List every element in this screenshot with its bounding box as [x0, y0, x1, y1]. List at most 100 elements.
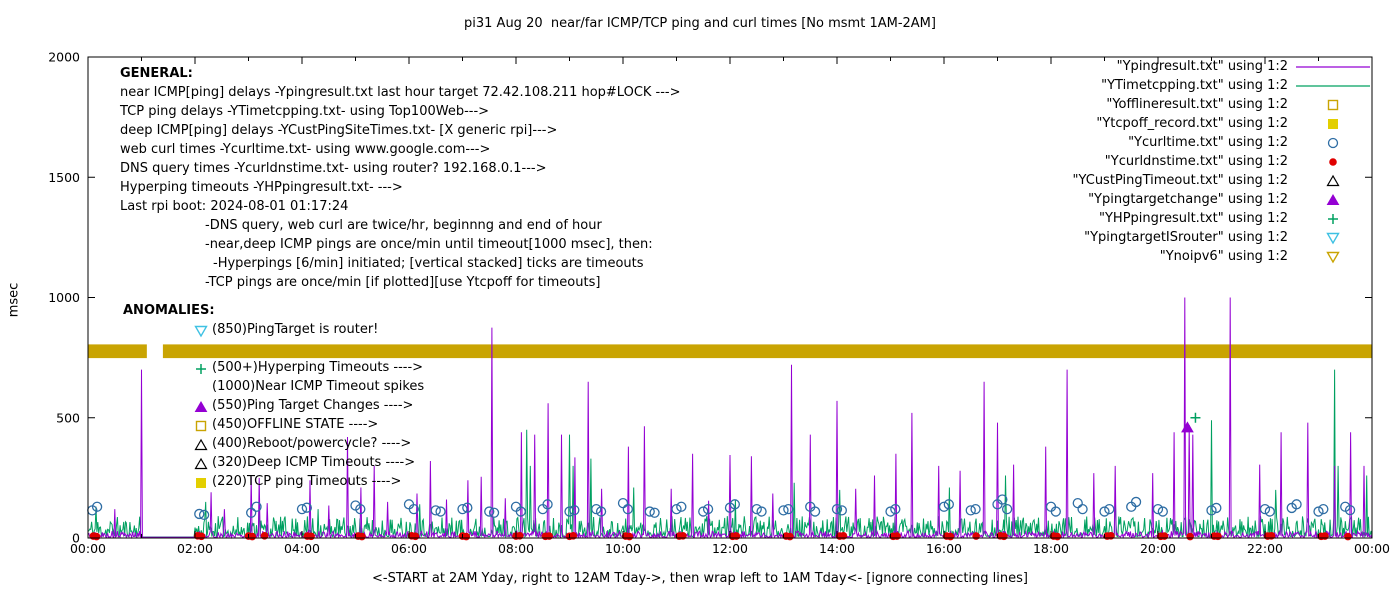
x-tick-label: 08:00 — [498, 541, 534, 556]
deep-icmp-triangle-icon — [194, 438, 208, 450]
dns-circle-icon — [786, 532, 794, 541]
curl-circle-icon — [569, 504, 580, 516]
x-tick-label: 00:00 — [1354, 541, 1390, 556]
offline-square-icon — [195, 420, 207, 431]
general-line: DNS query times -Ycurldnstime.txt- using… — [120, 161, 547, 176]
dns-circle-icon — [1329, 157, 1337, 166]
deep-icmp-triangle-icon — [194, 438, 208, 450]
target-router-triangle-icon — [194, 325, 208, 337]
anomalies-heading: ANOMALIES: — [123, 303, 215, 318]
target-router-triangle-icon — [1326, 232, 1340, 244]
curl-circle-icon — [1157, 506, 1168, 517]
legend-line-sample — [1296, 84, 1370, 87]
legend-item: "YTimetcpping.txt" using 1:2 — [1073, 76, 1372, 95]
offline-square-icon — [195, 420, 207, 431]
legend-line-sample — [1296, 65, 1370, 68]
x-tick-label: 10:00 — [605, 541, 641, 556]
general-line: -near,deep ICMP pings are once/min until… — [205, 237, 653, 252]
curl-circle-icon — [1259, 503, 1271, 515]
dns-circle-icon — [462, 532, 471, 541]
curl-circle-icon — [246, 507, 257, 518]
dns-circle-icon — [358, 532, 366, 541]
curl-circle-icon — [515, 506, 526, 517]
curl-circle-icon — [194, 508, 205, 520]
curl-circle-icon — [890, 503, 901, 515]
hyperping-plus-icon — [1328, 213, 1338, 224]
curl-circle-icon — [591, 503, 602, 515]
legend-label: "Ycurltime.txt" using 1:2 — [1128, 135, 1288, 150]
target-change-triangle-icon — [1326, 193, 1340, 205]
y-tick-label: 1000 — [48, 290, 80, 305]
y-axis-title: msec — [6, 282, 22, 318]
dns-circle-icon — [893, 532, 901, 540]
legend: "Ypingresult.txt" using 1:2 "YTimetcpping… — [1073, 57, 1372, 266]
anomaly-row: (400)Reboot/powercycle? ----> — [193, 434, 424, 453]
x-tick-label: 14:00 — [819, 541, 855, 556]
tcpoff-square-icon — [1328, 118, 1338, 129]
curl-circle-icon — [488, 507, 500, 518]
marker-spacer — [193, 378, 209, 396]
dns-circle-icon — [732, 532, 741, 540]
legend-label: "Ypingtargetchange" using 1:2 — [1088, 192, 1288, 207]
general-line: TCP ping delays -YTimetcpping.txt- using… — [120, 104, 490, 119]
curl-circle-icon — [965, 505, 976, 516]
deep-icmp-triangle-icon — [194, 457, 208, 469]
curl-circle-icon — [564, 506, 575, 517]
curl-circle-icon — [1099, 506, 1110, 517]
anomaly-label: (320)Deep ICMP Timeouts ----> — [212, 455, 416, 470]
curl-circle-icon — [617, 497, 629, 509]
curl-circle-icon — [1104, 503, 1115, 515]
dns-circle-icon — [545, 532, 553, 540]
curl-circle-icon — [756, 506, 767, 517]
dns-circle-icon — [1321, 532, 1329, 540]
dns-circle-icon — [92, 532, 101, 541]
curl-circle-icon — [649, 507, 660, 518]
y-tick-label: 1500 — [48, 170, 80, 185]
target-router-triangle-icon — [194, 325, 208, 337]
curl-circle-icon — [729, 499, 740, 510]
anomaly-row: (450)OFFLINE STATE ----> — [193, 415, 424, 434]
deep-icmp-triangle-icon — [1326, 174, 1340, 186]
dns-circle-icon — [197, 532, 206, 541]
noipv6-triangle-icon — [1326, 251, 1340, 263]
y-tick-label: 0 — [72, 531, 80, 546]
curl-circle-icon — [997, 494, 1008, 505]
anomaly-row: (1000)Near ICMP Timeout spikes — [193, 377, 424, 396]
curl-circle-icon — [778, 505, 789, 516]
anomaly-row: (320)Deep ICMP Timeouts ----> — [193, 453, 424, 472]
curl-circle-icon — [671, 503, 682, 515]
general-line: -DNS query, web curl are twice/hr, begin… — [205, 218, 602, 233]
legend-label: "Yofflineresult.txt" using 1:2 — [1106, 97, 1288, 112]
curl-circle-icon — [296, 503, 308, 515]
axes: 00:00 02:00 04:00 06:00 08:00 10:00 12:00 14:00… — [48, 50, 1390, 557]
curl-circle-icon — [644, 506, 655, 517]
legend-label: "YHPpingresult.txt" using 1:2 — [1099, 211, 1288, 226]
x-axis-title: <-START at 2AM Yday, right to 12AM Tday-… — [372, 571, 1028, 586]
general-line: Hyperping timeouts -YHPpingresult.txt- -… — [120, 180, 403, 195]
general-line: web curl times -Ycurltime.txt- using www… — [120, 142, 491, 157]
anomaly-label: (850)PingTarget is router! — [212, 322, 379, 337]
legend-item: "Ycurldnstime.txt" using 1:2 — [1073, 152, 1372, 171]
curl-circle-icon — [198, 509, 210, 521]
anomaly-label: (450)OFFLINE STATE ----> — [212, 417, 379, 432]
deep-icmp-triangle-icon — [194, 457, 208, 469]
curl-circle-icon — [430, 505, 441, 516]
general-line: deep ICMP[ping] delays -YCustPingSiteTim… — [120, 123, 558, 138]
curl-circle-icon — [301, 502, 312, 513]
legend-item: "Ynoipv6" using 1:2 — [1073, 247, 1372, 266]
dns-circle-icon — [1000, 532, 1008, 541]
x-tick-label: 20:00 — [1140, 541, 1176, 556]
curl-circle-icon — [1313, 506, 1324, 517]
anomaly-row — [193, 339, 424, 358]
chart-title: pi31 Aug 20 near/far ICMP/TCP ping and c… — [464, 16, 936, 31]
curl-circle-icon — [1327, 137, 1339, 148]
anomalies-annotation: ANOMALIES: (850)PingTarget is router! (50… — [123, 301, 424, 491]
general-line: -TCP pings are once/min [if plotted][use… — [205, 275, 601, 290]
dns-circle-icon — [307, 532, 315, 541]
hyperping-plus-icon — [196, 363, 206, 374]
x-tick-label: 04:00 — [284, 541, 320, 556]
anomaly-row: (550)Ping Target Changes ----> — [193, 396, 424, 415]
y-tick-label: 500 — [56, 410, 80, 425]
target-change-triangle-icon — [1181, 421, 1194, 433]
anomaly-label: (1000)Near ICMP Timeout spikes — [212, 379, 425, 394]
